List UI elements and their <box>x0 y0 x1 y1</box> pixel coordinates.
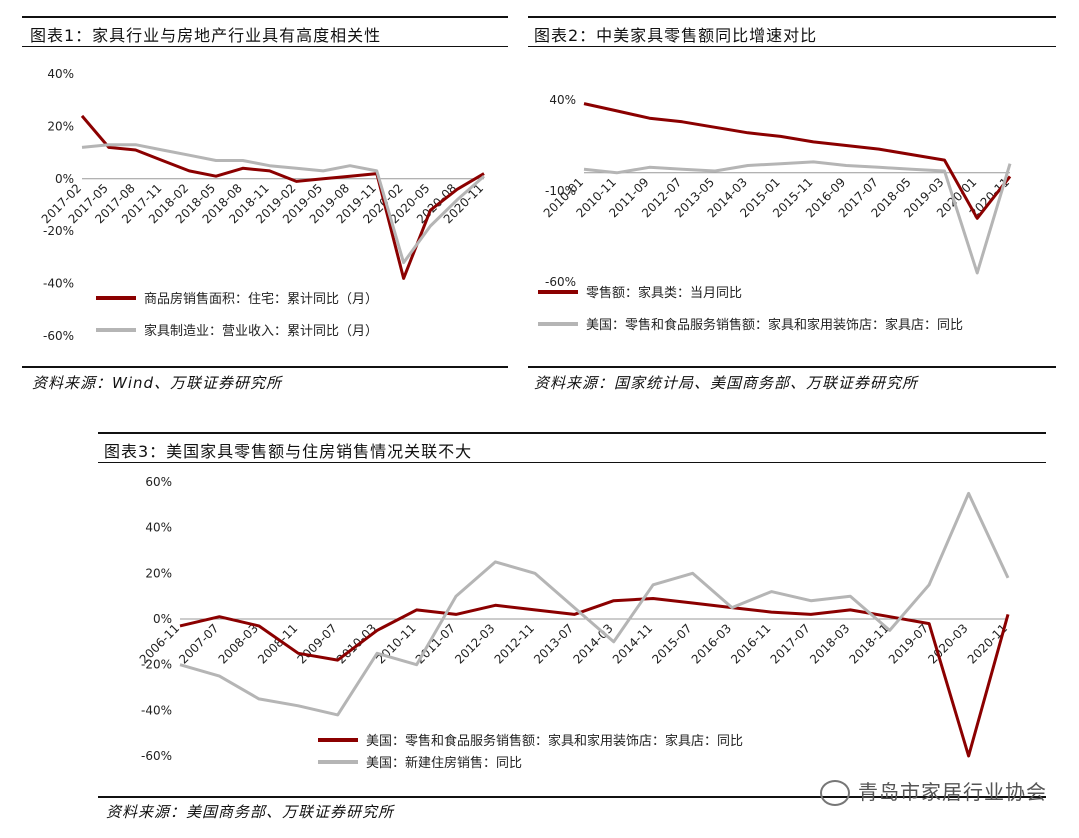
chart3-bottom-rule <box>98 796 1046 798</box>
chart3-xtick-label: 2012-03 <box>452 621 497 666</box>
chart1-legend-label: 商品房销售面积：住宅：累计同比（月） <box>144 291 378 307</box>
chart2-title: 图表2：中美家具零售额同比增速对比 <box>534 26 818 45</box>
chart2-top-rule <box>528 16 1056 18</box>
wechat-icon <box>820 780 850 806</box>
chart3-legend-label: 美国：零售和食品服务销售额：家具和家用装饰店：家具店：同比 <box>366 733 743 749</box>
chart3-xtick-label: 2014-03 <box>570 621 615 666</box>
chart3-title-rule <box>98 462 1046 463</box>
chart2-ytick-label: 40% <box>549 93 576 107</box>
chart2-ytick-label: -10% <box>545 184 576 198</box>
chart2-legend-label: 零售额：家具类：当月同比 <box>586 285 742 301</box>
chart3-xtick-label: 2008-03 <box>216 621 261 666</box>
chart3-legend-label: 美国：新建住房销售：同比 <box>366 755 522 771</box>
chart1-title: 图表1：家具行业与房地产行业具有高度相关性 <box>30 26 382 45</box>
chart3-title: 图表3：美国家具零售额与住房销售情况关联不大 <box>104 442 473 461</box>
chart3-series-1-line <box>179 491 1010 717</box>
chart2-series-0-line <box>583 102 1012 220</box>
chart3-xtick-label: 2017-07 <box>768 621 813 666</box>
chart3-xtick-label: 2015-07 <box>649 621 694 666</box>
chart1-ytick-label: -40% <box>43 277 74 291</box>
chart1-ytick-label: 0% <box>55 172 74 186</box>
chart3-ytick-label: -60% <box>141 749 172 763</box>
chart3-ytick-label: 0% <box>153 612 172 626</box>
watermark: 青岛市家居行业协会 <box>820 776 1047 806</box>
chart2-source: 资料来源：国家统计局、美国商务部、万联证券研究所 <box>534 374 919 392</box>
chart3-xtick-label: 2020-03 <box>925 621 970 666</box>
chart3-ytick-label: -20% <box>141 658 172 672</box>
chart1-ytick-label: 20% <box>47 119 74 133</box>
chart3-xtick-label: 2012-11 <box>492 621 537 666</box>
chart3-xtick-label: 2018-03 <box>807 621 852 666</box>
chart1-series-1-line <box>81 143 485 265</box>
chart2-ytick-label: -60% <box>545 275 576 289</box>
chart3-ytick-label: 40% <box>145 521 172 535</box>
chart3-xtick-label: 2016-11 <box>728 621 773 666</box>
chart3-source: 资料来源：美国商务部、万联证券研究所 <box>106 803 395 821</box>
chart1-legend-label: 家具制造业：营业收入：累计同比（月） <box>144 323 378 339</box>
chart3-ytick-label: 60% <box>145 475 172 489</box>
chart3-ytick-label: -40% <box>141 703 172 717</box>
chart3-series-0-line <box>179 597 1010 758</box>
chart3-xtick-label: 2014-11 <box>610 621 655 666</box>
chart1-ytick-label: -60% <box>43 329 74 343</box>
chart3-xtick-label: 2007-07 <box>176 621 221 666</box>
chart3-ytick-label: 20% <box>145 566 172 580</box>
chart2-series-1-line <box>583 160 1012 275</box>
chart1-bottom-rule <box>22 366 508 368</box>
chart3-top-rule <box>98 432 1046 434</box>
chart2-title-rule <box>528 46 1056 47</box>
chart1-ytick-label: -20% <box>43 224 74 238</box>
chart2-bottom-rule <box>528 366 1056 368</box>
chart1-title-rule <box>22 46 508 47</box>
chart2-legend-label: 美国：零售和食品服务销售额：家具和家用装饰店：家具店：同比 <box>586 317 963 333</box>
chart1-top-rule <box>22 16 508 18</box>
chart1-ytick-label: 40% <box>47 67 74 81</box>
chart3-xtick-label: 2016-03 <box>689 621 734 666</box>
chart1-source: 资料来源：Wind、万联证券研究所 <box>32 374 283 392</box>
chart3-xtick-label: 2013-07 <box>531 621 576 666</box>
